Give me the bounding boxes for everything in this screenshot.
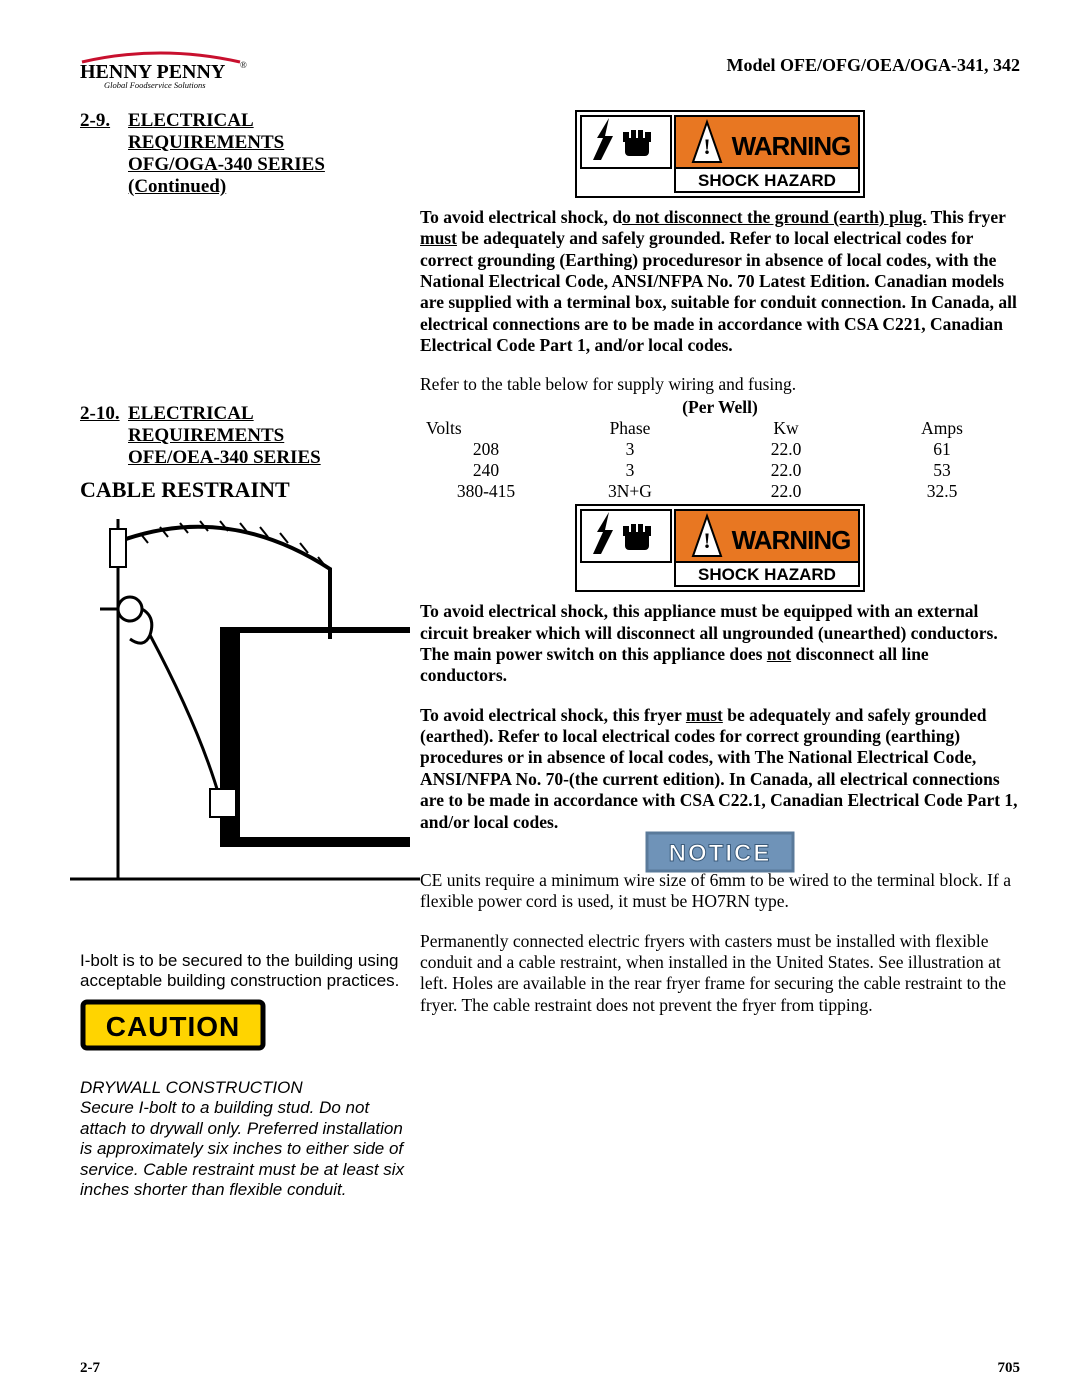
svg-text:NOTICE: NOTICE [669, 840, 772, 867]
page-number-left: 2-7 [80, 1360, 100, 1377]
section-2-10-heading: 2-10.ELECTRICAL REQUIREMENTS OFE/OEA-340… [80, 403, 410, 469]
col-phase: Phase [552, 418, 708, 439]
per-well-label: (Per Well) [420, 397, 1020, 418]
notice-text: CE units require a minimum wire size of … [420, 870, 1020, 913]
col-amps: Amps [864, 418, 1020, 439]
page: HENNY PENNY ® Global Foodservice Solutio… [0, 0, 1080, 1397]
svg-text:WARNING: WARNING [732, 525, 851, 555]
final-paragraph: Permanently connected electric fryers wi… [420, 931, 1020, 1016]
ibolt-note: I-bolt is to be secured to the building … [80, 951, 410, 991]
svg-text:SHOCK HAZARD: SHOCK HAZARD [698, 171, 836, 190]
model-header: Model OFE/OFG/OEA/OGA-341, 342 [727, 55, 1021, 76]
warning-2-text: To avoid electrical shock, this applianc… [420, 601, 1020, 686]
warning-1-text: To avoid electrical shock, do not discon… [420, 207, 1020, 356]
brand-logo: HENNY PENNY ® Global Foodservice Solutio… [80, 50, 250, 95]
svg-text:SHOCK HAZARD: SHOCK HAZARD [698, 565, 836, 584]
warning-label-2: ! WARNING SHOCK HAZARD [420, 504, 1020, 597]
col-volts: Volts [420, 418, 552, 439]
svg-text:CAUTION: CAUTION [106, 1011, 241, 1042]
warning-label-1: ! WARNING SHOCK HAZARD [420, 110, 1020, 203]
svg-text:!: ! [703, 528, 710, 553]
electrical-spec-table: Volts Phase Kw Amps 208322.061 240322.05… [420, 418, 1020, 502]
table-row: 208322.061 [420, 439, 1020, 460]
table-row: 240322.053 [420, 460, 1020, 481]
svg-text:Global Foodservice Solutions: Global Foodservice Solutions [104, 80, 206, 90]
cable-restraint-illustration [70, 509, 420, 949]
col-kw: Kw [708, 418, 864, 439]
table-intro: Refer to the table below for supply wiri… [420, 374, 1020, 395]
warning-3-text: To avoid electrical shock, this fryer mu… [420, 705, 1020, 833]
svg-text:WARNING: WARNING [732, 131, 851, 161]
cable-restraint-title: CABLE RESTRAINT [80, 477, 410, 503]
page-number-right: 705 [998, 1360, 1021, 1377]
caution-label: CAUTION [80, 999, 410, 1056]
table-row: 380-4153N+G22.032.5 [420, 481, 1020, 502]
svg-text:®: ® [240, 60, 247, 70]
drywall-note: DRYWALL CONSTRUCTION Secure I-bolt to a … [80, 1078, 410, 1200]
section-2-9-heading: 2-9.ELECTRICAL REQUIREMENTS OFG/OGA-340 … [80, 110, 410, 198]
svg-text:!: ! [703, 134, 710, 159]
table-header-row: Volts Phase Kw Amps [420, 418, 1020, 439]
